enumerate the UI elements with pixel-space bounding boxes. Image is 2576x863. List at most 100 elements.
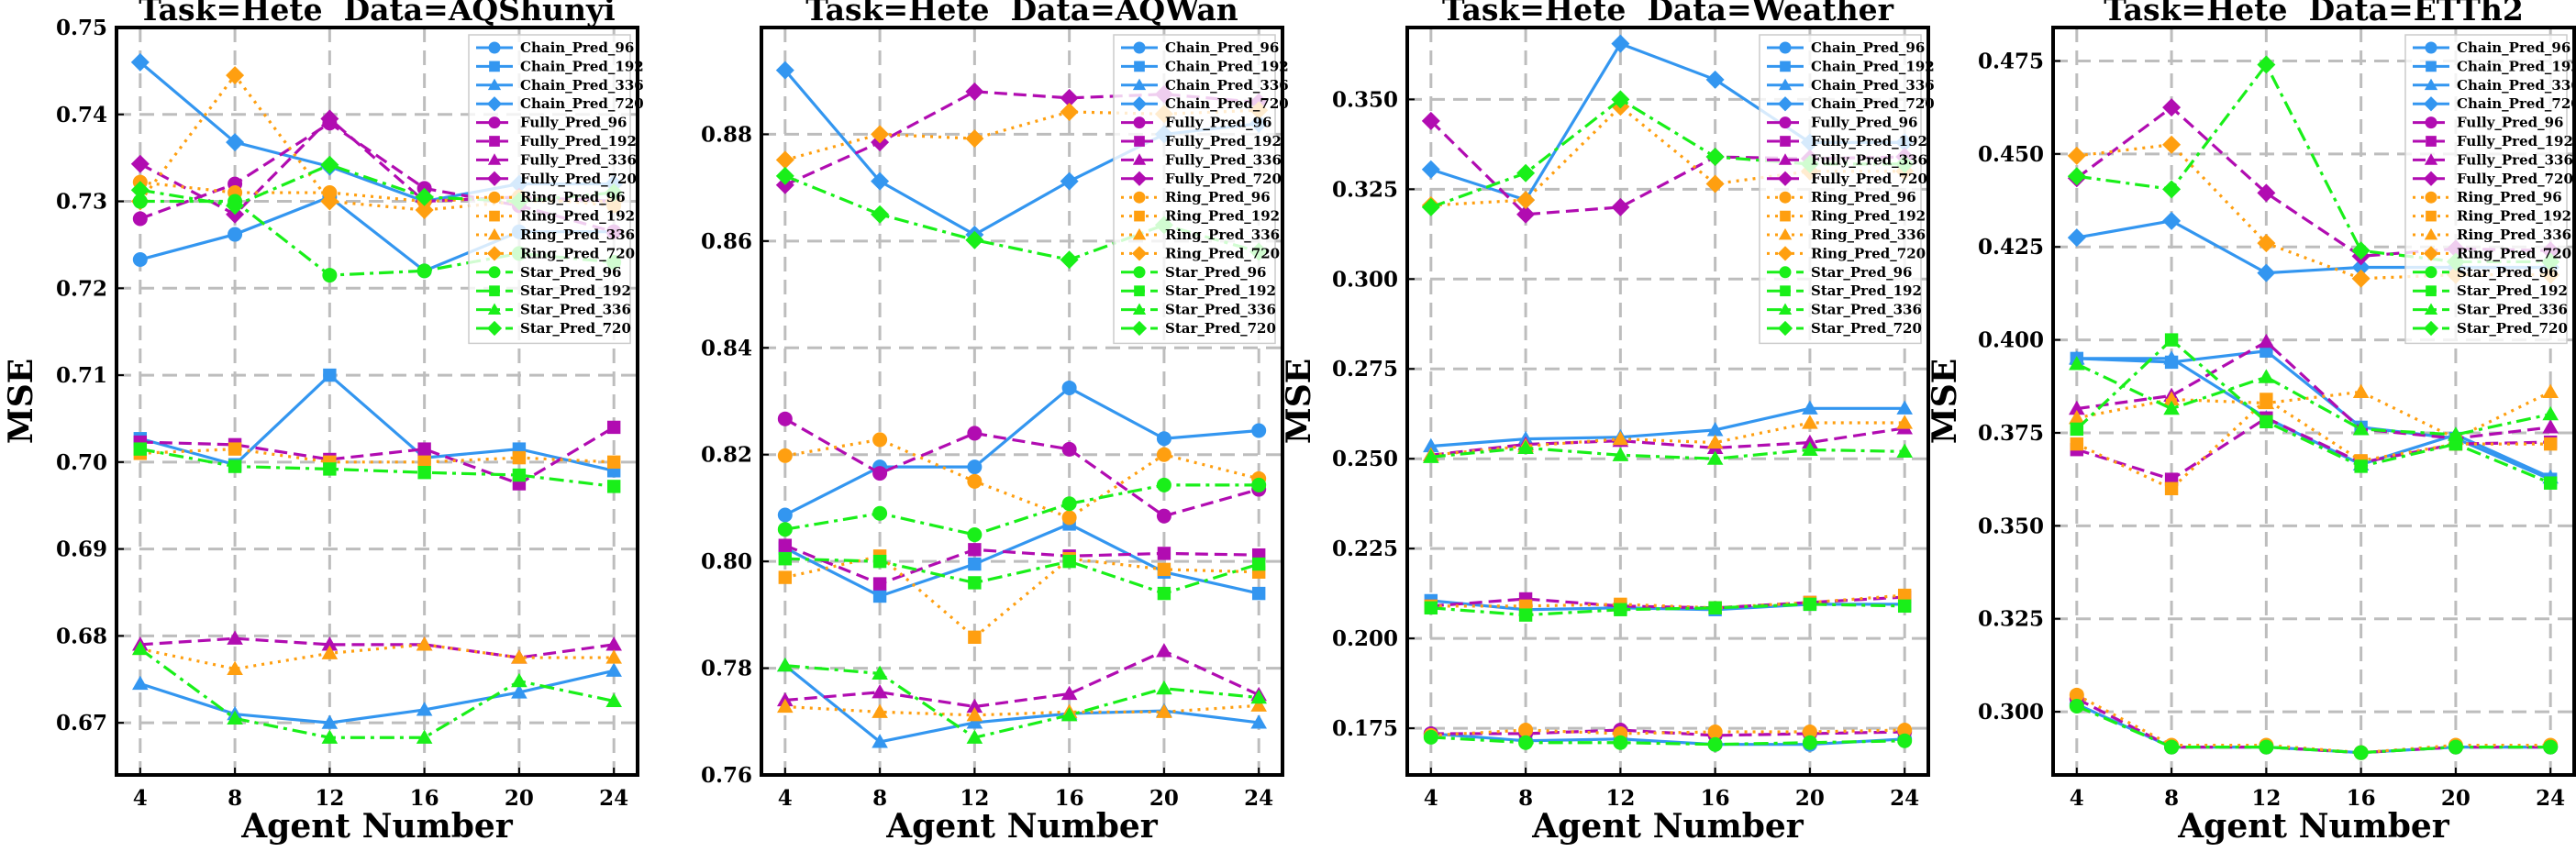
data-point-Star_Pred_96 <box>1803 736 1817 750</box>
legend-label: Ring_Pred_192 <box>1165 208 1280 225</box>
data-point-Star_Pred_96 <box>417 263 432 278</box>
legend: Chain_Pred_96Chain_Pred_192Chain_Pred_33… <box>469 35 644 343</box>
legend-label: Ring_Pred_192 <box>1811 208 1926 225</box>
legend-label: Star_Pred_336 <box>2457 302 2568 318</box>
legend-marker <box>489 116 501 128</box>
legend-label: Ring_Pred_720 <box>2457 245 2571 261</box>
legend-marker <box>2426 285 2437 296</box>
y-tick-label: 0.76 <box>701 763 752 788</box>
data-point-Ring_Pred_192 <box>607 456 620 469</box>
data-point-Fully_Pred_96 <box>778 412 793 426</box>
data-point-Fully_Pred_720 <box>131 155 150 173</box>
legend-marker <box>1134 285 1145 296</box>
x-tick-label: 24 <box>2536 786 2565 811</box>
legend-label: Star_Pred_720 <box>1165 320 1276 337</box>
data-point-Ring_Pred_192 <box>2165 482 2178 495</box>
data-point-Ring_Pred_96 <box>1518 723 1533 737</box>
legend-label: Fully_Pred_192 <box>520 133 637 149</box>
y-tick-label: 0.72 <box>56 276 107 301</box>
data-point-Fully_Pred_720 <box>1611 198 1629 216</box>
y-tick-label: 0.325 <box>1332 177 1398 202</box>
y-tick-label: 0.73 <box>56 190 107 215</box>
legend-marker <box>1780 211 1791 222</box>
legend-marker <box>2426 116 2437 128</box>
data-point-Ring_Pred_192 <box>2544 437 2557 450</box>
data-point-Star_Pred_720 <box>320 156 339 174</box>
legend-marker <box>489 61 500 72</box>
y-tick-label: 0.450 <box>1978 142 2044 167</box>
legend-label: Star_Pred_192 <box>2457 282 2568 299</box>
y-tick-label: 0.67 <box>56 711 107 736</box>
legend-marker <box>489 136 500 147</box>
y-axis-label: MSE <box>1280 359 1318 444</box>
data-point-Ring_Pred_96 <box>778 448 793 463</box>
legend-label: Fully_Pred_720 <box>1165 171 1282 187</box>
data-point-Star_Pred_192 <box>607 480 620 492</box>
legend-label: Chain_Pred_192 <box>2457 58 2576 74</box>
series-line-Chain_Pred_192 <box>140 375 614 470</box>
legend-label: Ring_Pred_720 <box>520 245 635 261</box>
chart-title: Task=Hete Data=AQWan <box>805 0 1238 28</box>
data-point-Star_Pred_192 <box>323 462 336 475</box>
data-point-Star_Pred_96 <box>872 506 887 521</box>
data-point-Chain_Pred_96 <box>228 227 242 242</box>
data-point-Ring_Pred_720 <box>2352 270 2371 288</box>
data-point-Ring_Pred_192 <box>513 451 526 464</box>
data-point-Fully_Pred_192 <box>779 538 792 551</box>
data-point-Star_Pred_96 <box>778 522 793 537</box>
legend-marker <box>1780 116 1792 128</box>
y-tick-label: 0.300 <box>1978 700 2044 725</box>
legend-label: Star_Pred_96 <box>2457 264 2558 281</box>
legend-label: Ring_Pred_96 <box>1811 189 1916 205</box>
data-point-Star_Pred_96 <box>2259 740 2273 755</box>
data-point-Ring_Pred_96 <box>967 474 982 489</box>
data-point-Chain_Pred_720 <box>2068 228 2086 247</box>
data-point-Star_Pred_192 <box>1519 608 1532 621</box>
legend-label: Star_Pred_336 <box>520 302 631 318</box>
data-point-Star_Pred_192 <box>1614 603 1627 616</box>
legend-marker <box>2426 136 2437 147</box>
series-line-Chain_Pred_336 <box>2077 359 2550 478</box>
legend-label: Fully_Pred_96 <box>1811 115 1918 131</box>
legend-marker <box>1134 136 1145 147</box>
x-axis-label: Agent Number <box>1531 807 1804 846</box>
data-point-Star_Pred_720 <box>1060 250 1079 269</box>
legend: Chain_Pred_96Chain_Pred_192Chain_Pred_33… <box>1114 35 1289 343</box>
legend-label: Star_Pred_720 <box>2457 320 2568 337</box>
data-point-Chain_Pred_192 <box>323 369 336 382</box>
x-tick-label: 8 <box>872 786 887 811</box>
legend-label: Fully_Pred_96 <box>2457 115 2564 131</box>
legend-label: Ring_Pred_720 <box>1811 245 1926 261</box>
legend-label: Fully_Pred_336 <box>1165 151 1282 168</box>
legend-label: Chain_Pred_720 <box>520 95 644 112</box>
data-point-Star_Pred_96 <box>1062 496 1077 511</box>
x-tick-label: 4 <box>778 786 793 811</box>
x-tick-label: 24 <box>1890 786 1919 811</box>
legend-marker <box>1780 61 1791 72</box>
data-point-Fully_Pred_96 <box>1157 509 1171 524</box>
y-tick-label: 0.250 <box>1332 447 1398 471</box>
x-tick-label: 4 <box>133 786 148 811</box>
data-point-Chain_Pred_336 <box>605 662 622 676</box>
data-point-Star_Pred_192 <box>228 459 241 472</box>
y-axis-label: MSE <box>2 359 40 444</box>
legend-label: Fully_Pred_192 <box>1811 133 1927 149</box>
data-point-Star_Pred_192 <box>1252 558 1265 570</box>
data-point-Ring_Pred_720 <box>2162 136 2181 154</box>
data-point-Star_Pred_192 <box>2071 423 2083 436</box>
data-point-Fully_Pred_336 <box>872 684 888 698</box>
data-point-Ring_Pred_96 <box>1062 510 1077 525</box>
legend-label: Chain_Pred_720 <box>2457 95 2576 112</box>
legend-marker <box>489 192 501 204</box>
legend-marker <box>2426 266 2437 278</box>
x-tick-label: 8 <box>2164 786 2179 811</box>
x-tick-label: 8 <box>228 786 242 811</box>
legend-label: Chain_Pred_192 <box>1811 58 1935 74</box>
legend-marker <box>2426 61 2437 72</box>
data-point-Star_Pred_720 <box>1706 148 1725 166</box>
series-line-Fully_Pred_96 <box>2077 699 2550 753</box>
y-tick-label: 0.225 <box>1332 537 1398 561</box>
y-tick-label: 0.68 <box>56 624 107 648</box>
data-point-Chain_Pred_720 <box>1060 172 1079 191</box>
